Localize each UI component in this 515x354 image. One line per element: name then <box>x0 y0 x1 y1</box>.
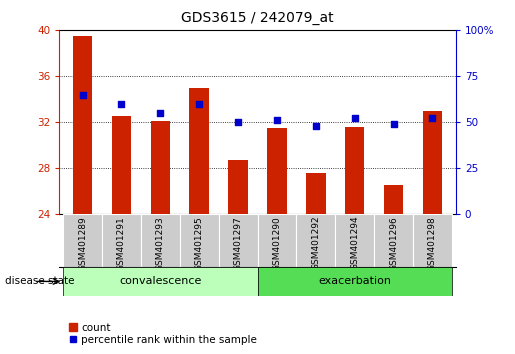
Bar <box>413 214 452 267</box>
Bar <box>190 88 209 214</box>
Point <box>117 101 126 107</box>
Text: GSM401294: GSM401294 <box>350 216 359 270</box>
Point <box>78 92 87 97</box>
Point <box>156 110 164 116</box>
Point <box>351 116 359 121</box>
Bar <box>141 214 180 267</box>
Text: GSM401296: GSM401296 <box>389 216 398 270</box>
Text: convalescence: convalescence <box>119 276 201 286</box>
Bar <box>63 214 102 267</box>
Point <box>195 101 203 107</box>
Point <box>389 121 398 127</box>
Bar <box>112 116 131 214</box>
Point <box>428 116 437 121</box>
Bar <box>267 128 287 214</box>
Text: GSM401295: GSM401295 <box>195 216 204 270</box>
Legend: count, percentile rank within the sample: count, percentile rank within the sample <box>64 318 261 349</box>
Text: GSM401290: GSM401290 <box>272 216 281 270</box>
Text: GSM401289: GSM401289 <box>78 216 87 270</box>
Point <box>312 123 320 129</box>
Bar <box>102 214 141 267</box>
Bar <box>219 214 258 267</box>
Text: GSM401293: GSM401293 <box>156 216 165 270</box>
Bar <box>384 185 403 214</box>
Bar <box>73 36 92 214</box>
Bar <box>335 214 374 267</box>
Bar <box>258 267 452 296</box>
Bar <box>63 267 258 296</box>
Text: GSM401298: GSM401298 <box>428 216 437 270</box>
Point <box>234 119 242 125</box>
Point <box>273 118 281 123</box>
Text: disease state: disease state <box>5 276 75 286</box>
Text: GSM401292: GSM401292 <box>311 216 320 270</box>
Bar <box>180 214 219 267</box>
Text: GDS3615 / 242079_at: GDS3615 / 242079_at <box>181 11 334 25</box>
Text: GSM401291: GSM401291 <box>117 216 126 270</box>
Bar <box>423 110 442 214</box>
Bar <box>296 214 335 267</box>
Bar <box>228 160 248 214</box>
Bar <box>150 121 170 214</box>
Bar <box>374 214 413 267</box>
Bar <box>306 173 325 214</box>
Text: GSM401297: GSM401297 <box>234 216 243 270</box>
Text: exacerbation: exacerbation <box>318 276 391 286</box>
Bar <box>345 127 365 214</box>
Bar <box>258 214 296 267</box>
